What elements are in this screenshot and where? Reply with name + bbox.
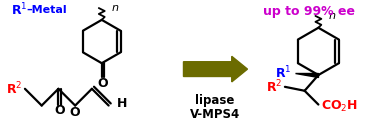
Text: CO$_2$H: CO$_2$H	[321, 99, 358, 114]
Text: V-MPS4: V-MPS4	[190, 108, 240, 121]
Text: R$^2$: R$^2$	[6, 80, 22, 97]
Text: up to 99% ee: up to 99% ee	[263, 5, 355, 18]
Text: n: n	[112, 3, 119, 13]
Text: O: O	[98, 77, 108, 90]
FancyArrow shape	[183, 56, 248, 82]
Text: R$^1$: R$^1$	[11, 2, 28, 18]
Text: H: H	[116, 97, 127, 110]
Text: lipase: lipase	[195, 94, 235, 107]
Text: –Metal: –Metal	[26, 5, 67, 15]
Text: O: O	[54, 104, 65, 117]
Polygon shape	[295, 73, 318, 77]
Text: R$^1$: R$^1$	[275, 65, 292, 81]
Text: R$^2$: R$^2$	[266, 79, 282, 95]
Text: O: O	[70, 106, 81, 119]
Text: n: n	[328, 11, 335, 21]
